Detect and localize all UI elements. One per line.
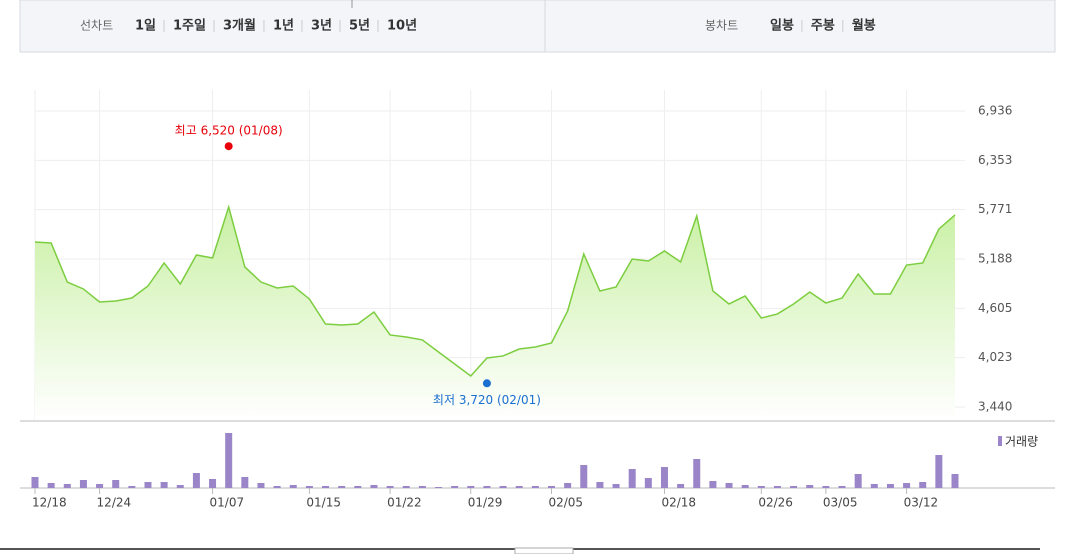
candle-tab[interactable]: 주봉 <box>811 19 835 34</box>
volume-bar <box>725 483 733 488</box>
volume-bar <box>225 433 233 488</box>
volume-bar <box>822 486 830 488</box>
volume-bar <box>305 486 313 488</box>
volume-bar <box>806 485 814 488</box>
volume-bar <box>596 482 604 488</box>
extreme-marker <box>482 379 491 388</box>
volume-bar <box>257 483 265 488</box>
volume-bar <box>644 478 652 488</box>
volume-bar <box>773 486 781 488</box>
volume-bar <box>547 486 555 488</box>
extreme-marker <box>224 142 233 151</box>
volume-bar <box>192 473 200 488</box>
period-tab[interactable]: 1년 <box>273 19 294 34</box>
volume-bar <box>854 474 862 488</box>
volume-bar <box>209 479 217 488</box>
volume-bar <box>273 486 281 488</box>
volume-bar <box>693 459 701 488</box>
candle-chart-label: 봉차트 <box>705 19 738 33</box>
volume-bar <box>370 485 378 488</box>
volume-bar <box>564 483 572 488</box>
volume-bar <box>289 485 297 488</box>
y-tick-label: 5,188 <box>978 252 1012 266</box>
volume-bar <box>628 469 636 488</box>
period-tab[interactable]: 3개월 <box>223 18 256 34</box>
x-tick-label: 02/18 <box>661 496 696 510</box>
x-tick-label: 03/05 <box>823 496 858 510</box>
volume-bar <box>31 477 39 488</box>
volume-bar <box>160 482 168 488</box>
volume-bar <box>790 486 798 488</box>
period-tab[interactable]: 1주일 <box>173 19 206 34</box>
x-tick-label: 02/26 <box>758 496 793 510</box>
y-tick-label: 4,605 <box>978 301 1012 315</box>
volume-bar <box>483 486 491 488</box>
y-tick-label: 6,353 <box>978 153 1012 167</box>
period-tab[interactable]: 5년 <box>349 19 370 34</box>
volume-bar <box>660 467 668 488</box>
y-tick-label: 5,771 <box>978 202 1012 216</box>
line-chart-label: 선차트 <box>80 19 113 33</box>
volume-bar <box>322 486 330 488</box>
volume-bar <box>241 477 249 488</box>
x-tick-label: 12/18 <box>32 496 67 510</box>
volume-bar <box>886 484 894 488</box>
volume-bar <box>176 485 184 488</box>
volume-bar <box>870 484 878 488</box>
volume-bar <box>63 484 71 488</box>
x-tick-label: 02/05 <box>548 496 583 510</box>
volume-bar <box>580 465 588 488</box>
y-tick-label: 4,023 <box>978 350 1012 364</box>
volume-bar <box>935 455 943 488</box>
scroll-handle[interactable] <box>514 547 574 555</box>
volume-bar <box>903 483 911 488</box>
volume-bar <box>338 486 346 488</box>
volume-bar <box>418 486 426 488</box>
volume-bar <box>144 482 152 488</box>
volume-bar <box>515 486 523 488</box>
volume-bar <box>499 486 507 488</box>
toolbar <box>19 0 1056 53</box>
period-tab[interactable]: 3년 <box>311 19 332 34</box>
x-tick-label: 03/12 <box>904 496 939 510</box>
volume-bar <box>531 486 539 488</box>
candle-tab[interactable]: 월봉 <box>852 18 876 34</box>
volume-bar <box>919 482 927 488</box>
y-tick-label: 3,440 <box>978 400 1012 414</box>
volume-bar <box>741 485 749 488</box>
volume-bar <box>47 483 55 488</box>
volume-bar <box>386 486 394 488</box>
legend-swatch <box>998 436 1002 446</box>
area <box>35 207 955 420</box>
extreme-label: 최저 3,720 (02/01) <box>433 393 541 407</box>
volume-bar <box>354 486 362 488</box>
price-line <box>34 204 956 378</box>
candle-tab[interactable]: 일봉 <box>770 19 794 34</box>
x-tick-label: 12/24 <box>97 496 132 510</box>
y-tick-label: 6,936 <box>978 104 1012 118</box>
volume-bar <box>677 484 685 488</box>
volume-bar <box>757 486 765 488</box>
volume-bar <box>451 486 459 488</box>
volume-bar <box>709 481 717 488</box>
extreme-label: 최고 6,520 (01/08) <box>175 124 283 138</box>
volume-bar <box>612 484 620 488</box>
volume-bar <box>838 486 846 488</box>
volume-bar <box>79 480 87 488</box>
volume-bar <box>951 474 959 488</box>
legend-label: 거래량 <box>1005 435 1038 449</box>
volume-bar <box>435 487 443 488</box>
period-tab[interactable]: 10년 <box>387 19 417 34</box>
x-tick-label: 01/07 <box>210 496 245 510</box>
period-tab[interactable]: 1일 <box>135 19 156 34</box>
x-tick-label: 01/29 <box>468 496 503 510</box>
volume-bar <box>467 486 475 488</box>
volume-bar <box>402 486 410 488</box>
x-tick-label: 01/22 <box>387 496 422 510</box>
volume-bar <box>112 480 120 488</box>
volume-bar <box>96 484 104 488</box>
volume-bar <box>128 486 136 488</box>
x-tick-label: 01/15 <box>306 496 341 510</box>
